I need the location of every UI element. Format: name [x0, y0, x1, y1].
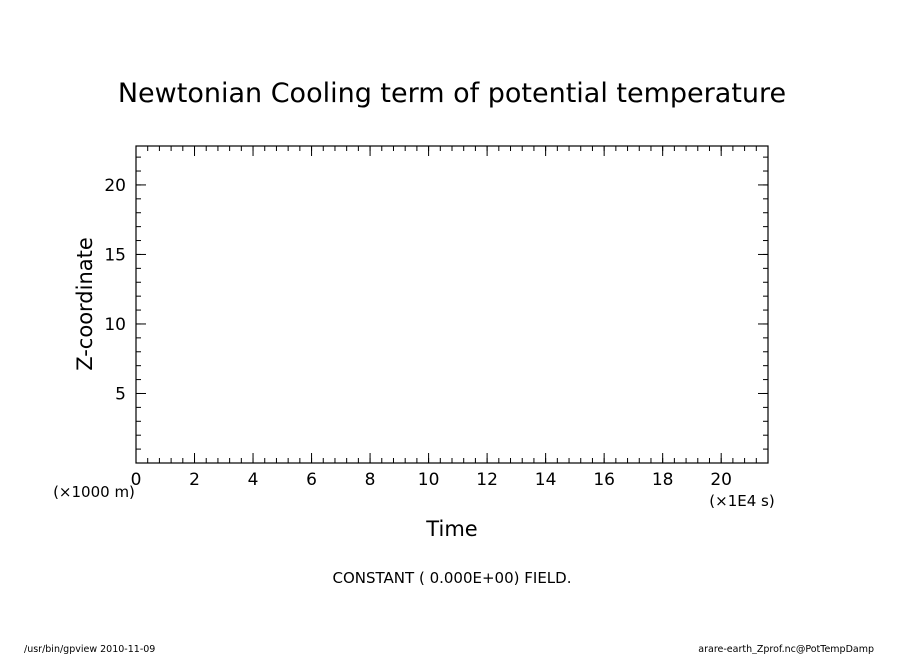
chart-annotation: CONSTANT ( 0.000E+00) FIELD. — [333, 569, 572, 587]
y-tick-label: 5 — [115, 384, 126, 404]
x-tick-label: 8 — [365, 470, 376, 490]
y-tick-label: 20 — [104, 176, 126, 196]
y-tick-label: 10 — [104, 315, 126, 335]
x-tick-label: 20 — [710, 470, 732, 490]
x-tick-label: 2 — [189, 470, 200, 490]
y-unit-label: (×1000 m) — [53, 483, 135, 501]
footer-right: arare-earth_Zprof.nc@PotTempDamp — [698, 644, 874, 654]
x-tick-label: 12 — [476, 470, 498, 490]
y-axis-tick-labels: 5 10 15 20 — [104, 176, 126, 405]
x-tick-label: 6 — [306, 470, 317, 490]
plot-frame — [135, 145, 769, 464]
y-axis-label: Z-coordinate — [73, 237, 97, 371]
x-axis-ticks — [135, 146, 769, 463]
x-axis-label: Time — [425, 517, 477, 541]
x-tick-label: 0 — [131, 470, 142, 490]
plot-border — [135, 145, 769, 464]
x-tick-label: 18 — [652, 470, 674, 490]
footer-left: /usr/bin/gpview 2010-11-09 — [24, 644, 155, 654]
x-axis-tick-labels: 0 2 4 6 8 10 12 14 16 18 20 — [131, 470, 732, 490]
x-tick-label: 14 — [535, 470, 557, 490]
x-tick-label: 10 — [418, 470, 440, 490]
y-tick-label: 15 — [104, 245, 126, 265]
chart-title: Newtonian Cooling term of potential temp… — [118, 78, 786, 109]
x-tick-label: 4 — [248, 470, 259, 490]
x-unit-label: (×1E4 s) — [709, 492, 774, 510]
y-axis-ticks — [136, 156, 768, 464]
x-tick-label: 16 — [593, 470, 615, 490]
